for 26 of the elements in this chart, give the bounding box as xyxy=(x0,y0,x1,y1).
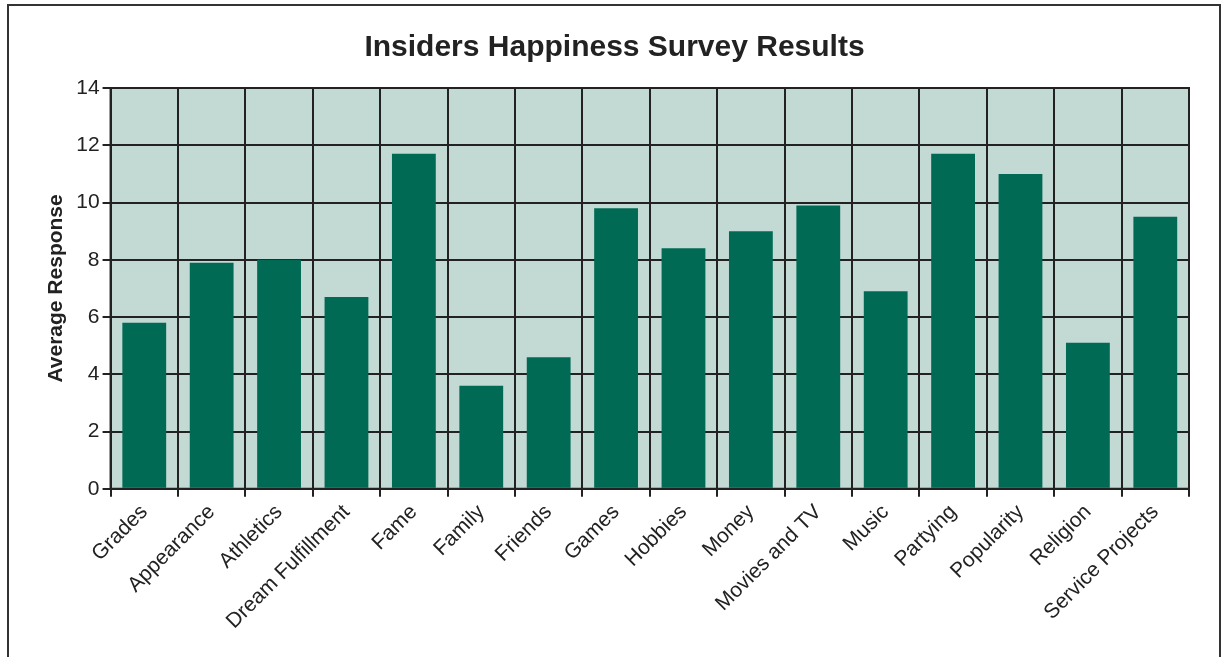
bar xyxy=(526,357,571,488)
bar xyxy=(728,231,773,488)
y-tick-label: 8 xyxy=(87,246,100,270)
y-tick-label: 6 xyxy=(87,303,100,327)
bar xyxy=(796,205,841,488)
bar xyxy=(594,208,638,488)
y-tick-label: 0 xyxy=(87,475,100,499)
bar xyxy=(1065,342,1110,488)
bar xyxy=(257,259,301,488)
y-tick-label: 4 xyxy=(87,361,100,385)
bar xyxy=(459,385,504,488)
y-tick-label: 14 xyxy=(76,74,100,98)
y-tick-label: 10 xyxy=(76,189,100,213)
bar xyxy=(1133,216,1178,488)
bar xyxy=(324,297,369,488)
bar xyxy=(931,153,975,488)
bar xyxy=(863,291,908,488)
bar xyxy=(391,153,436,488)
y-tick-label: 2 xyxy=(87,418,100,442)
bar xyxy=(661,248,706,488)
bar xyxy=(122,322,167,488)
bar xyxy=(189,262,234,488)
y-axis-title: Average Response xyxy=(43,194,67,383)
chart-title: Insiders Happiness Survey Results xyxy=(364,29,865,63)
bar xyxy=(998,173,1043,488)
y-tick-label: 12 xyxy=(76,132,100,156)
